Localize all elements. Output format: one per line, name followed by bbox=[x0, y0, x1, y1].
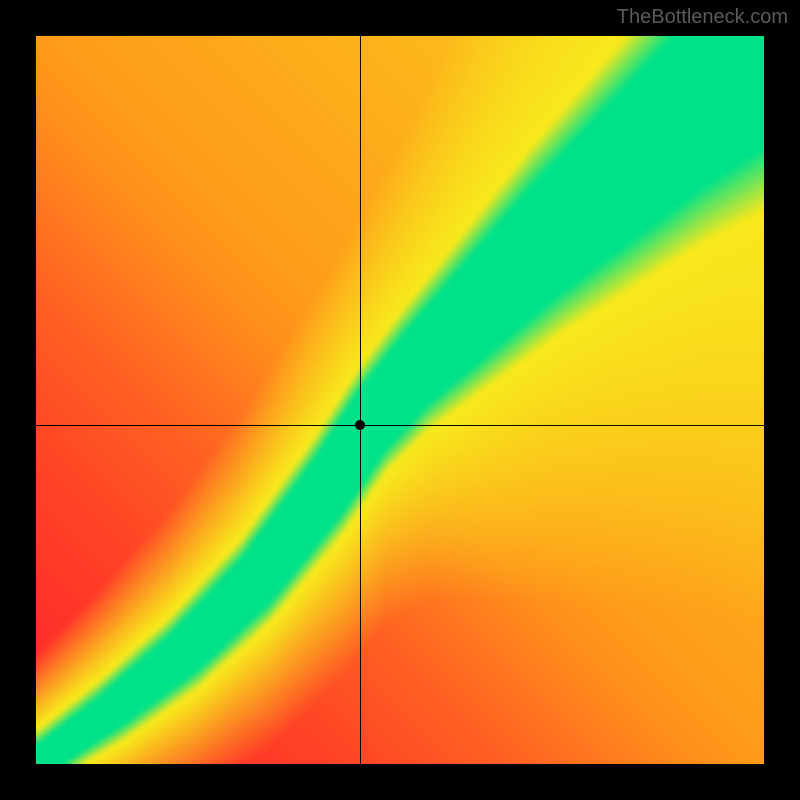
crosshair-horizontal bbox=[36, 425, 764, 426]
heatmap-plot bbox=[36, 36, 764, 764]
crosshair-vertical bbox=[360, 36, 361, 764]
watermark-text: TheBottleneck.com bbox=[617, 6, 788, 29]
crosshair-marker bbox=[355, 420, 365, 430]
chart-container: TheBottleneck.com bbox=[0, 0, 800, 800]
heatmap-canvas bbox=[36, 36, 764, 764]
